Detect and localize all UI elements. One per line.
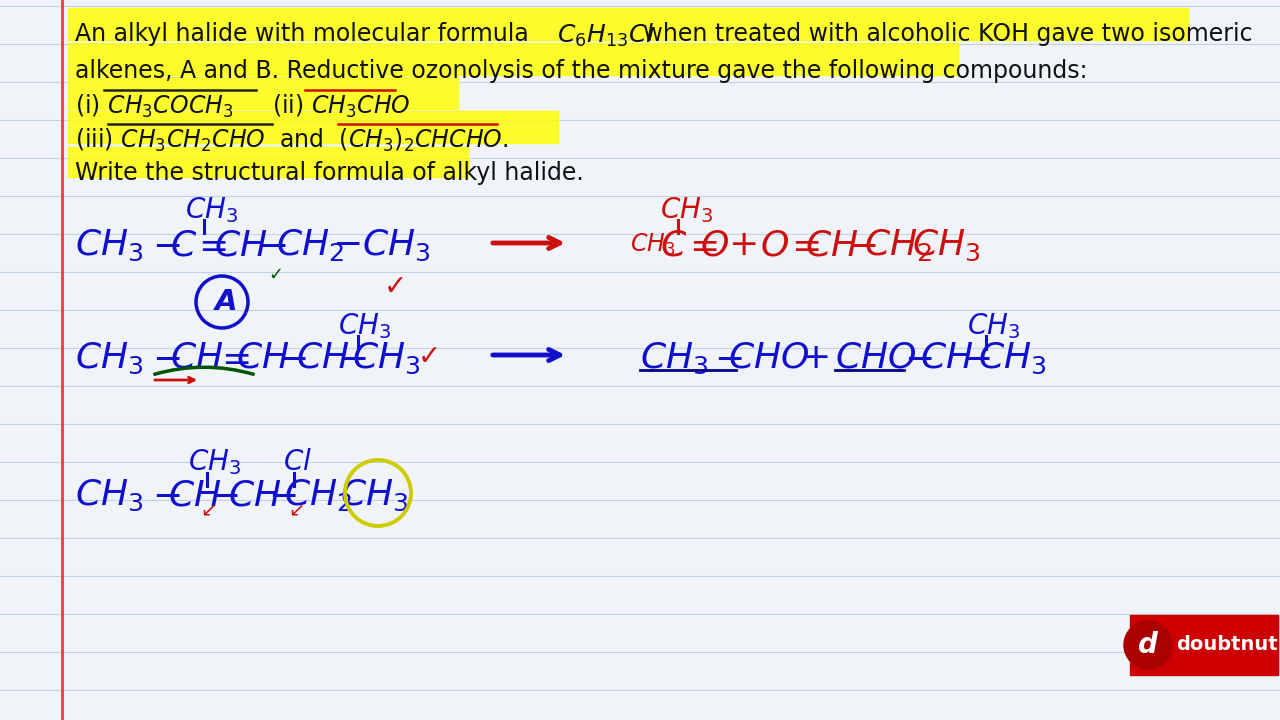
Text: $\mathit{-CH_3}$: $\mathit{-CH_3}$: [332, 228, 430, 263]
Bar: [68, 43, 957, 75]
Text: $\mathit{CH_3}$: $\mathit{CH_3}$: [966, 311, 1020, 341]
Text: A: A: [215, 288, 238, 316]
Text: $\mathit{CH_3}$: $\mathit{CH_3}$: [188, 447, 241, 477]
Text: $\mathit{C_6H_{13}Cl}$: $\mathit{C_6H_{13}Cl}$: [557, 22, 654, 49]
Text: $\mathit{CH}$: $\mathit{CH}$: [805, 228, 859, 262]
Text: $\mathit{CH_3}$: $\mathit{CH_3}$: [186, 195, 238, 225]
Text: $\mathit{CH_3}$: $\mathit{CH_3}$: [338, 311, 392, 341]
Text: $\mathit{CH}$: $\mathit{CH}$: [214, 228, 268, 262]
Text: $-$: $-$: [210, 478, 238, 512]
Text: $\mathit{CH}$: $\mathit{CH}$: [296, 341, 349, 375]
Text: $-$: $-$: [152, 228, 180, 262]
Text: $\mathit{CH_3}$: $\mathit{CH_3}$: [352, 341, 420, 376]
Text: $-$: $-$: [338, 341, 366, 375]
Text: $\mathit{CH}$: $\mathit{CH}$: [920, 341, 973, 375]
Text: $\mathit{CH}$: $\mathit{CH}$: [236, 341, 289, 375]
Bar: [1130, 615, 1277, 675]
Text: $\mathit{CH}$: $\mathit{CH}$: [168, 478, 221, 512]
Text: $\mathit{CH_2}$: $\mathit{CH_2}$: [276, 227, 344, 263]
Text: $-$: $-$: [904, 341, 933, 375]
Text: $\mathit{C}$: $\mathit{C}$: [660, 228, 687, 262]
Text: $\mathit{C}$: $\mathit{C}$: [170, 228, 197, 262]
Text: when treated with alcoholic KOH gave two isomeric: when treated with alcoholic KOH gave two…: [636, 22, 1253, 46]
Text: $-$: $-$: [152, 341, 180, 375]
Text: $=$: $=$: [191, 228, 227, 262]
Text: $+$: $+$: [800, 341, 828, 375]
Bar: [68, 111, 558, 143]
Text: ✓: ✓: [268, 266, 283, 284]
Text: (ii) $\mathit{CH_3CHO}$: (ii) $\mathit{CH_3CHO}$: [273, 93, 411, 120]
Text: $\mathit{CH_3}$: $\mathit{CH_3}$: [76, 341, 143, 376]
Text: $-$: $-$: [714, 341, 742, 375]
Text: ↙: ↙: [200, 500, 216, 519]
Text: $\mathit{CH_2}$: $\mathit{CH_2}$: [864, 227, 932, 263]
Text: $=$: $=$: [682, 228, 718, 262]
Text: (i) $\mathit{CH_3COCH_3}$: (i) $\mathit{CH_3COCH_3}$: [76, 93, 233, 120]
Text: $\mathit{CH_3}$: $\mathit{CH_3}$: [630, 232, 676, 258]
Text: $+$: $+$: [728, 228, 756, 262]
Text: (iii) $\mathit{CH_3CH_2CHO}$  and  $\mathit{(CH_3)_2CHCHO}$.: (iii) $\mathit{CH_3CH_2CHO}$ and $\mathi…: [76, 127, 508, 154]
Text: $\mathit{CH}$: $\mathit{CH}$: [170, 341, 224, 375]
Text: Write the structural formula of alkyl halide.: Write the structural formula of alkyl ha…: [76, 161, 584, 185]
Text: An alkyl halide with molecular formula: An alkyl halide with molecular formula: [76, 22, 536, 46]
Text: $\mathit{CHO}$: $\mathit{CHO}$: [728, 341, 809, 375]
Text: $\mathit{CH_3}$: $\mathit{CH_3}$: [978, 341, 1046, 376]
Text: d: d: [1138, 631, 1158, 659]
Text: $\mathit{O}$: $\mathit{O}$: [760, 228, 788, 262]
Text: $\mathit{CH_3}$: $\mathit{CH_3}$: [340, 477, 408, 513]
Text: $\mathit{CH_3}$: $\mathit{CH_3}$: [76, 228, 143, 263]
Text: $-$: $-$: [268, 478, 297, 512]
Text: ✓: ✓: [384, 273, 407, 301]
Text: ↙: ↙: [288, 500, 305, 519]
Bar: [68, 77, 458, 109]
Text: $-$: $-$: [278, 341, 306, 375]
Text: $\mathit{O}$: $\mathit{O}$: [700, 228, 730, 262]
Text: $\mathit{Cl}$: $\mathit{Cl}$: [283, 448, 312, 476]
Text: $\mathit{CH_3}$: $\mathit{CH_3}$: [660, 195, 713, 225]
Text: $\mathit{CH_3}$: $\mathit{CH_3}$: [911, 228, 980, 263]
Text: $\mathit{CH}$: $\mathit{CH}$: [228, 478, 282, 512]
Bar: [68, 147, 468, 177]
Text: $\mathit{CH_3}$: $\mathit{CH_3}$: [76, 477, 143, 513]
Text: $-$: $-$: [849, 228, 877, 262]
Text: $=$: $=$: [214, 341, 250, 375]
Text: $=$: $=$: [783, 228, 819, 262]
Text: $\mathit{CH_3}$: $\mathit{CH_3}$: [640, 341, 708, 376]
Text: doubtnut: doubtnut: [1176, 636, 1277, 654]
Circle shape: [1124, 621, 1172, 669]
Bar: [68, 8, 1188, 40]
Text: $\mathit{CH_2}$: $\mathit{CH_2}$: [284, 477, 352, 513]
Text: $-$: $-$: [259, 228, 287, 262]
Text: ✓: ✓: [419, 343, 442, 371]
Text: alkenes, A and B. Reductive ozonolysis of the mixture gave the following compoun: alkenes, A and B. Reductive ozonolysis o…: [76, 59, 1088, 83]
Text: $\mathit{CHO}$: $\mathit{CHO}$: [835, 341, 916, 375]
Text: $-$: $-$: [963, 341, 991, 375]
Text: $-$: $-$: [152, 478, 180, 512]
